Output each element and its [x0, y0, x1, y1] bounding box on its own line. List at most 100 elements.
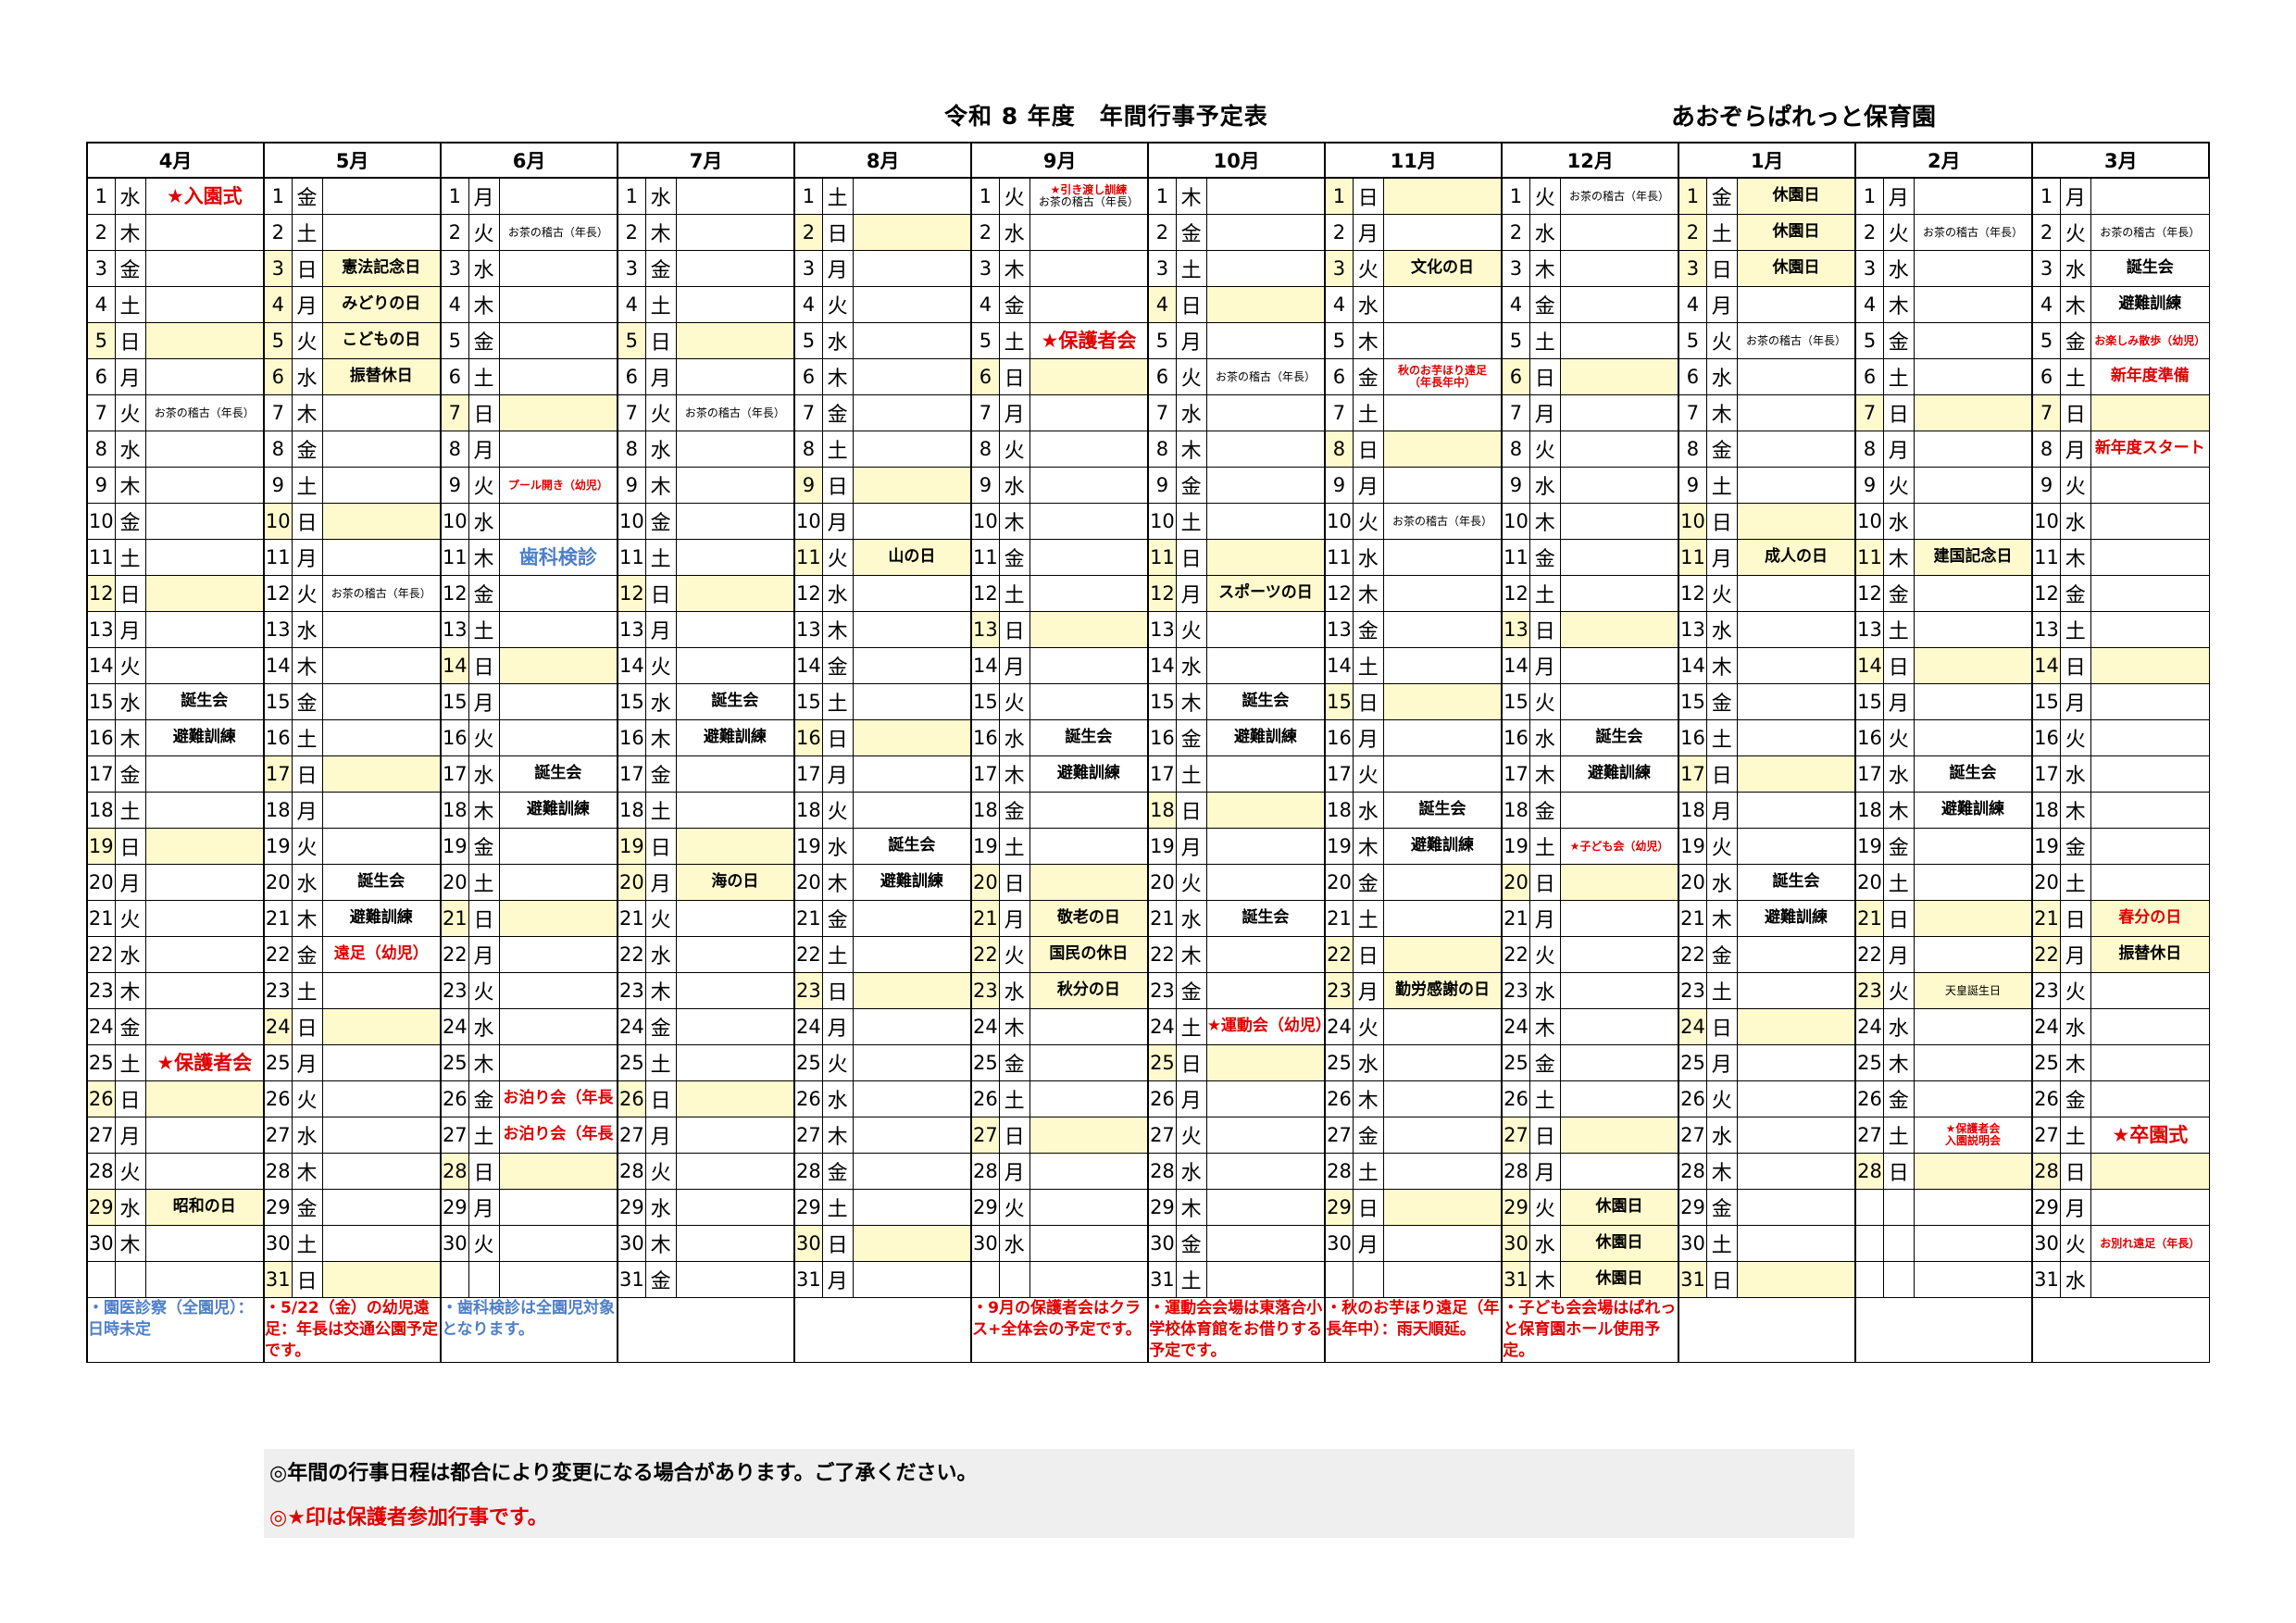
event-cell	[321, 1044, 442, 1081]
event-cell	[2090, 755, 2210, 793]
day-number: 22	[86, 936, 116, 973]
weekday: 火	[291, 1080, 323, 1117]
day-number: 29	[1147, 1189, 1177, 1226]
weekday: 金	[1882, 828, 1915, 865]
weekday: 月	[1352, 972, 1384, 1009]
day-number: 28	[263, 1153, 293, 1190]
day-number: 23	[1678, 972, 1707, 1009]
weekday: 日	[1175, 792, 1207, 829]
event-cell	[321, 1008, 442, 1045]
weekday: 火	[1705, 828, 1738, 865]
day-row: 30 木 30 土 30 火 30 木 30 日 30 水 30 金 30 月 30 水休園日 30 土 30 火お別れ遠…	[86, 1225, 2210, 1262]
event-cell	[498, 1261, 618, 1298]
day-number: 6	[1501, 358, 1530, 395]
weekday: 金	[291, 177, 323, 215]
event-cell	[2090, 647, 2210, 684]
weekday: 金	[1529, 539, 1561, 576]
day-number: 12	[793, 575, 823, 612]
weekday: 火	[1175, 864, 1207, 901]
event-cell	[852, 1117, 972, 1154]
event-cell-filled: 天皇誕生日	[1913, 972, 2033, 1009]
footer-notes: ◎年間の行事日程は都合により変更になる場合があります。ご了承ください。 ◎★印は…	[264, 1449, 1854, 1538]
day-number: 19	[1324, 828, 1354, 865]
weekday: 火	[1175, 611, 1207, 648]
event-cell	[675, 286, 795, 323]
event-cell	[1205, 322, 1326, 359]
day-number: 22	[1678, 936, 1707, 973]
weekday: 土	[2059, 864, 2091, 901]
event-cell	[1029, 1008, 1149, 1045]
event-cell-filled: 山の日	[852, 539, 972, 576]
event-cell	[321, 683, 442, 720]
event-cell	[144, 647, 265, 684]
event-cell	[1559, 539, 1679, 576]
weekday: 火	[644, 394, 677, 431]
event-label: 誕生会	[1772, 872, 1820, 892]
weekday: 土	[468, 864, 500, 901]
day-number	[1854, 1189, 1884, 1226]
weekday: 日	[468, 900, 500, 937]
weekday: 金	[1705, 177, 1738, 215]
weekday: 火	[998, 1189, 1030, 1226]
weekday: 金	[1175, 214, 1207, 251]
day-row: 8 水 8 金 8 月 8 水 8 土 8 火 8 木 8 日 8 火 8 金 8 月 8 月新年度スタート	[86, 431, 2210, 468]
day-number: 19	[1501, 828, 1530, 865]
event-cell-filled: 避難訓練	[1913, 792, 2033, 829]
weekday: 木	[291, 1153, 323, 1190]
day-number: 1	[440, 177, 469, 215]
weekday: 月	[2059, 177, 2091, 215]
event-cell	[1736, 431, 1856, 468]
event-cell	[675, 828, 795, 865]
weekday: 土	[1705, 719, 1738, 756]
weekday: 木	[1175, 177, 1207, 215]
weekday: 日	[114, 828, 146, 865]
day-number: 8	[1678, 431, 1707, 468]
day-number: 10	[1678, 503, 1707, 540]
day-number: 9	[1147, 467, 1177, 504]
day-number: 15	[86, 683, 116, 720]
event-cell-filled: 憲法記念日	[321, 250, 442, 287]
day-number: 5	[2031, 322, 2061, 359]
day-number: 16	[1324, 719, 1354, 756]
day-row: 27 月 27 水 27 土お泊り会（年長 27 月 27 木 27 日 27 火 27 金 27 日 27 水 27 土…	[86, 1117, 2210, 1154]
day-number: 3	[617, 250, 646, 287]
event-cell	[321, 719, 442, 756]
weekday: 水	[1529, 214, 1561, 251]
event-cell	[852, 1153, 972, 1190]
weekday: 金	[2059, 828, 2091, 865]
weekday: 土	[1352, 1153, 1384, 1190]
event-cell	[2090, 539, 2210, 576]
day-number: 8	[440, 431, 469, 468]
weekday: 木	[1352, 322, 1384, 359]
event-cell	[1382, 611, 1503, 648]
weekday: 火	[1529, 936, 1561, 973]
weekday: 土	[1705, 1225, 1738, 1262]
weekday: 月	[821, 1008, 854, 1045]
weekday: 木	[998, 755, 1030, 793]
day-number: 15	[617, 683, 646, 720]
event-cell	[1913, 828, 2033, 865]
event-cell	[675, 611, 795, 648]
day-number: 29	[263, 1189, 293, 1226]
weekday: 火	[2059, 214, 2091, 251]
day-number: 31	[263, 1261, 293, 1298]
event-label: 避難訓練	[703, 728, 767, 747]
weekday: 火	[821, 792, 854, 829]
day-number: 9	[1854, 467, 1884, 504]
day-number: 24	[86, 1008, 116, 1045]
day-number: 9	[1324, 467, 1354, 504]
weekday: 木	[1705, 647, 1738, 684]
weekday: 月	[2059, 431, 2091, 468]
event-cell	[852, 358, 972, 395]
event-cell-filled: ★入園式	[144, 177, 265, 215]
event-cell	[498, 1225, 618, 1262]
weekday: 火	[1705, 322, 1738, 359]
event-cell-filled: 歯科検診	[498, 539, 618, 576]
weekday: 土	[468, 358, 500, 395]
event-label: ★入園式	[166, 184, 243, 207]
event-cell	[321, 1189, 442, 1226]
event-cell	[144, 1117, 265, 1154]
event-cell-filled: 避難訓練	[498, 792, 618, 829]
event-cell	[498, 286, 618, 323]
weekday: 土	[1175, 755, 1207, 793]
